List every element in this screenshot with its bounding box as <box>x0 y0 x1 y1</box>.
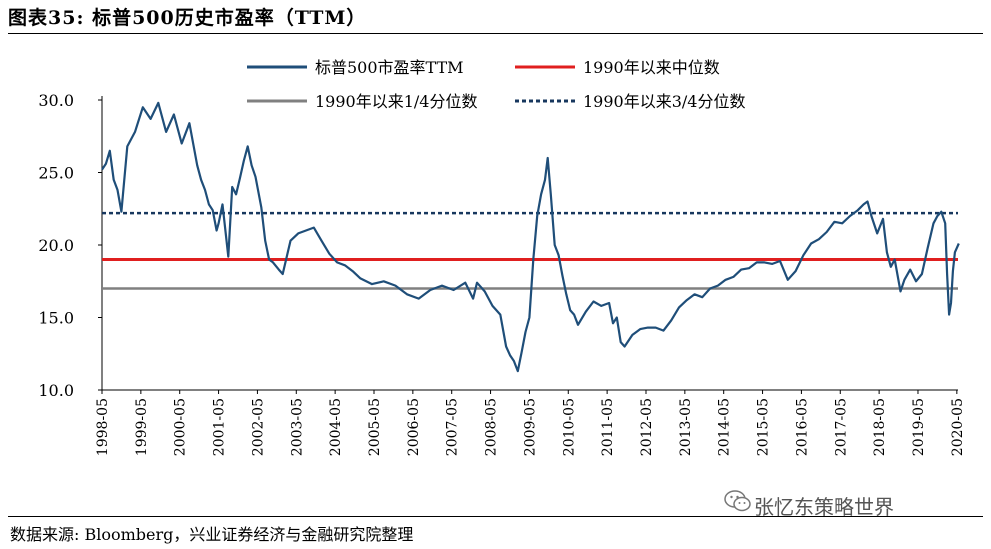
x-tick-label: 2010-05 <box>561 398 577 456</box>
source-note: 数据来源: Bloomberg，兴业证券经济与金融研究院整理 <box>10 525 414 544</box>
x-tick-label: 2002-05 <box>250 398 266 456</box>
x-tick-label: 2018-05 <box>872 398 888 456</box>
x-tick-label: 2017-05 <box>833 398 849 456</box>
bottom-rule <box>8 516 983 517</box>
x-tick-label: 2008-05 <box>484 398 500 456</box>
pe-chart: 30.0 25.0 20.0 15.0 10.0 1998-05 1999-05 2000-0… <box>38 58 966 456</box>
legend-q1-label: 1990年以来1/4分位数 <box>315 92 477 111</box>
y-tick-label: 15.0 <box>38 309 74 328</box>
y-tick-label: 10.0 <box>38 381 74 400</box>
legend-median-label: 1990年以来中位数 <box>583 58 720 77</box>
figure-title: 图表35: 标普500历史市盈率（TTM） <box>8 7 367 29</box>
wechat-icon <box>724 490 751 512</box>
x-tick-label: 2016-05 <box>794 398 810 456</box>
y-tick-label: 25.0 <box>38 164 74 183</box>
x-tick-label: 2013-05 <box>678 398 694 456</box>
x-tick-label: 2011-05 <box>600 398 616 456</box>
legend-pe-label: 标普500市盈率TTM <box>315 58 464 77</box>
x-tick-label: 2003-05 <box>289 398 305 456</box>
y-tick-label: 30.0 <box>38 91 74 110</box>
top-rule <box>8 33 983 34</box>
x-tick-label: 2012-05 <box>639 398 655 456</box>
x-tick-label: 2014-05 <box>717 398 733 456</box>
x-tick-label: 2019-05 <box>911 398 927 456</box>
y-tick-label: 20.0 <box>38 236 74 255</box>
watermark: 张忆东策略世界 <box>754 495 894 519</box>
pe-series-line <box>101 101 960 373</box>
x-tick-label: 2004-05 <box>328 398 344 456</box>
x-tick-label: 2006-05 <box>406 398 422 456</box>
x-tick-label: 2007-05 <box>445 398 461 456</box>
legend-q3-label: 1990年以来3/4分位数 <box>583 92 745 111</box>
x-tick-label: 2020-05 <box>950 398 966 456</box>
x-tick-label: 2001-05 <box>212 398 228 456</box>
x-tick-label: 2009-05 <box>522 398 538 456</box>
x-tick-label: 1999-05 <box>134 398 150 456</box>
x-tick-label: 2000-05 <box>173 398 189 456</box>
x-tick-label: 2005-05 <box>367 398 383 456</box>
x-tick-label: 1998-05 <box>95 398 111 456</box>
x-tick-label: 2015-05 <box>756 398 772 456</box>
